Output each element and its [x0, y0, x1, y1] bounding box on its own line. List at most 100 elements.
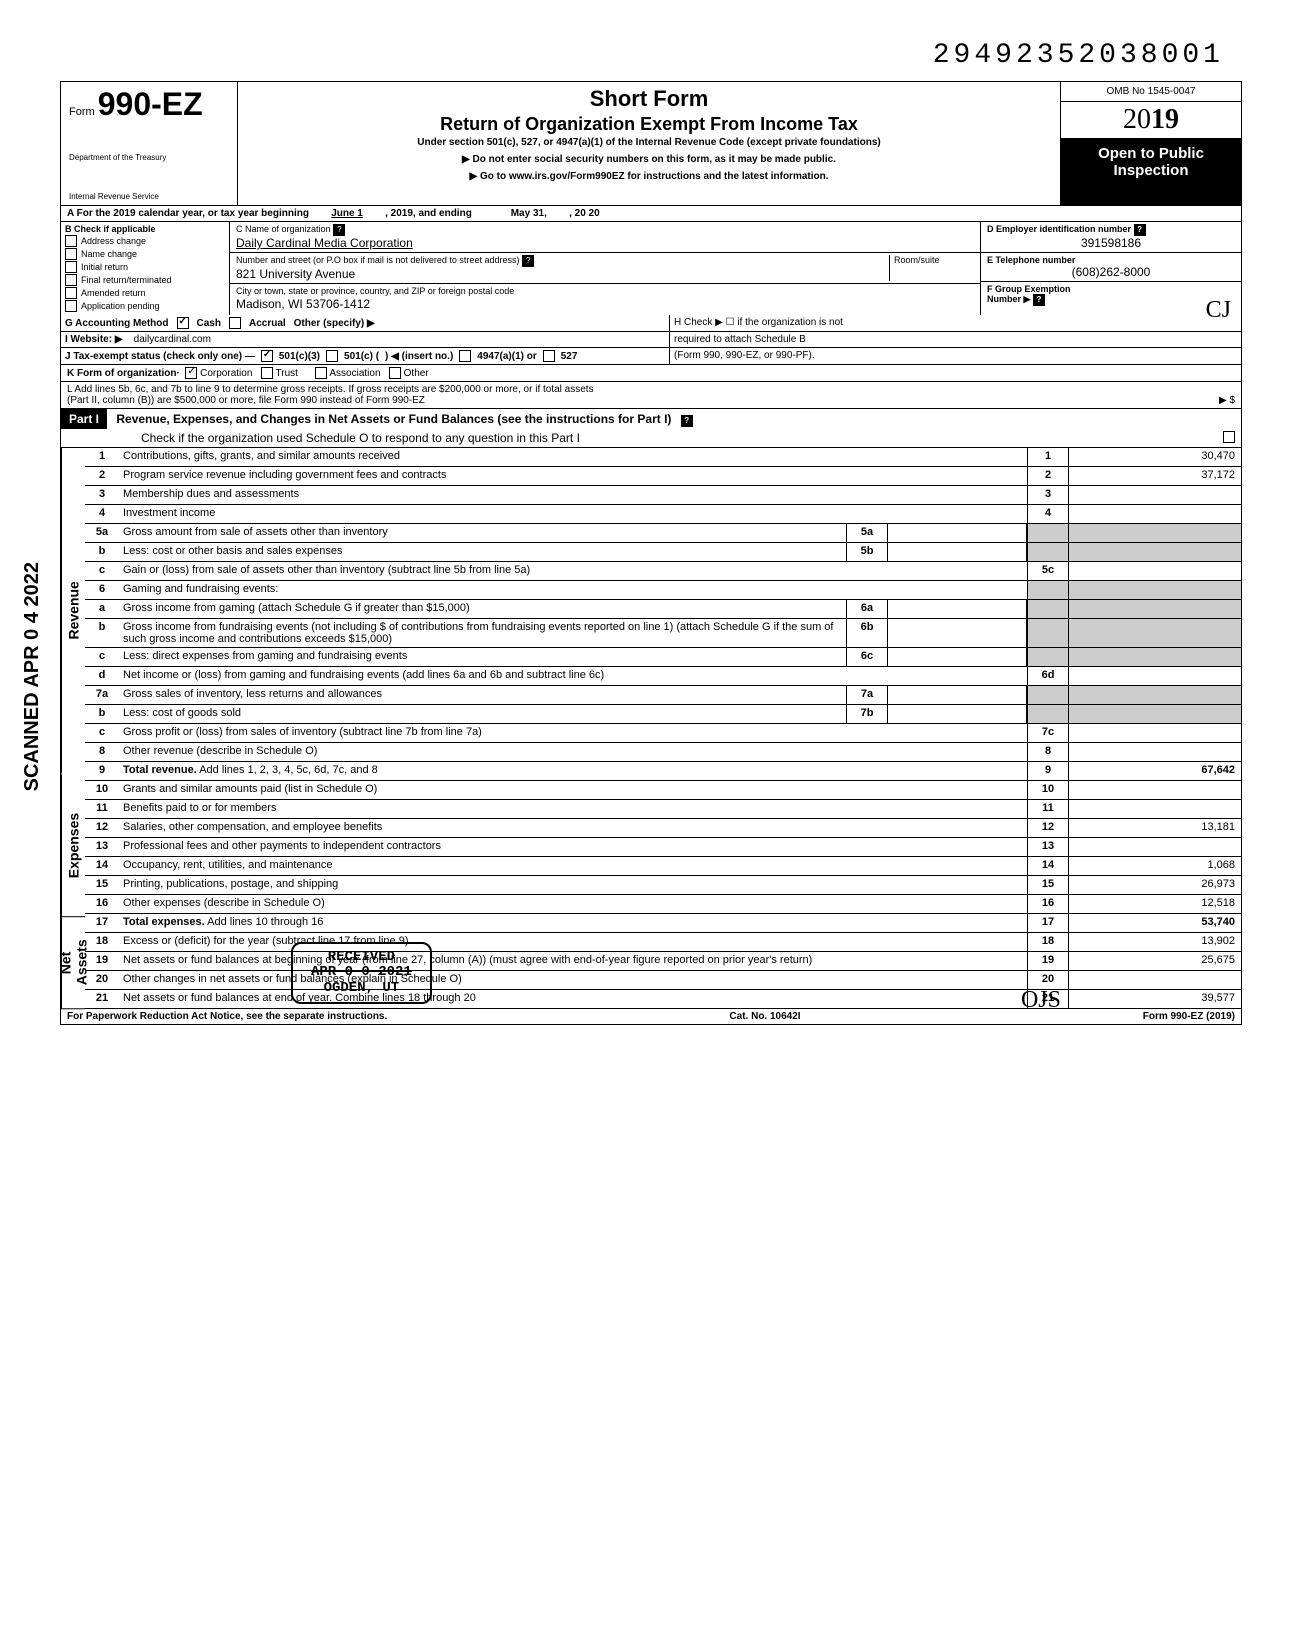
form-number: 990-EZ — [98, 86, 203, 122]
line-text: Membership dues and assessments — [119, 486, 1027, 504]
help-icon[interactable]: ? — [1134, 224, 1146, 236]
lines-column: 1Contributions, gifts, grants, and simil… — [85, 448, 1241, 1009]
cb-trust[interactable] — [261, 367, 273, 379]
right-val: 13,902 — [1068, 933, 1241, 951]
form-page: SCANNED APR 0 4 2022 Form 990-EZ Departm… — [60, 81, 1242, 1025]
right-val — [1068, 743, 1241, 761]
cb-schedule-o[interactable] — [1223, 431, 1235, 443]
right-val — [1068, 781, 1241, 799]
grp-label: F Group Exemption — [987, 284, 1071, 294]
c-name-label: C Name of organization — [236, 224, 331, 234]
right-num: 4 — [1027, 505, 1068, 523]
cb-name-change[interactable]: Name change — [65, 248, 225, 260]
mid-val — [888, 619, 1027, 647]
line-14: 14Occupancy, rent, utilities, and mainte… — [85, 857, 1241, 876]
line-num: 17 — [85, 914, 119, 932]
section-def: D Employer identification number ? 39159… — [980, 222, 1241, 315]
line-b: bGross income from fundraising events (n… — [85, 619, 1241, 648]
cb-amended[interactable]: Amended return — [65, 287, 225, 299]
right-val — [1068, 705, 1241, 723]
line-num: 3 — [85, 486, 119, 504]
help-icon[interactable]: ? — [522, 255, 534, 267]
line-8: 8Other revenue (describe in Schedule O)8 — [85, 743, 1241, 762]
subtitle: Under section 501(c), 527, or 4947(a)(1)… — [248, 137, 1050, 148]
cb-assoc[interactable] — [315, 367, 327, 379]
footer-row: For Paperwork Reduction Act Notice, see … — [61, 1009, 1241, 1024]
cb-corp[interactable] — [185, 367, 197, 379]
line-text: Less: direct expenses from gaming and fu… — [119, 648, 846, 666]
line-5a: 5aGross amount from sale of assets other… — [85, 524, 1241, 543]
mid-val — [888, 705, 1027, 723]
cb-other-org[interactable] — [389, 367, 401, 379]
help-icon[interactable]: ? — [1033, 294, 1045, 306]
other-label: Other (specify) ▶ — [294, 318, 375, 329]
right-num: 3 — [1027, 486, 1068, 504]
right-num — [1027, 705, 1068, 723]
right-num: 8 — [1027, 743, 1068, 761]
right-num: 7c — [1027, 724, 1068, 742]
help-icon[interactable]: ? — [681, 415, 693, 427]
cb-initial-return[interactable]: Initial return — [65, 261, 225, 273]
other-org-label: Other — [404, 368, 429, 379]
527-label: 527 — [561, 351, 578, 362]
line-num: 5a — [85, 524, 119, 542]
line-num: 15 — [85, 876, 119, 894]
cb-app-pending[interactable]: Application pending — [65, 300, 225, 312]
line-16: 16Other expenses (describe in Schedule O… — [85, 895, 1241, 914]
section-b: B Check if applicable Address change Nam… — [61, 222, 230, 315]
line-17: 17Total expenses. Add lines 10 through 1… — [85, 914, 1241, 933]
line-12: 12Salaries, other compensation, and empl… — [85, 819, 1241, 838]
netassets-label: Net Assets — [61, 917, 85, 1009]
cb-501c3[interactable] — [261, 350, 273, 362]
right-val — [1068, 505, 1241, 523]
line-num: a — [85, 600, 119, 618]
line-a-prefix: A For the 2019 calendar year, or tax yea… — [67, 208, 309, 219]
cb-4947[interactable] — [459, 350, 471, 362]
right-val — [1068, 619, 1241, 647]
right-num — [1027, 686, 1068, 704]
right-val — [1068, 686, 1241, 704]
help-icon[interactable]: ? — [333, 224, 345, 236]
line-h-1: H Check ▶ ☐ if the organization is not — [674, 317, 1237, 328]
line-text: Salaries, other compensation, and employ… — [119, 819, 1027, 837]
line-text: Occupancy, rent, utilities, and maintena… — [119, 857, 1027, 875]
line-num: d — [85, 667, 119, 685]
mid-val — [888, 600, 1027, 618]
line-num: 9 — [85, 762, 119, 780]
line-num: 2 — [85, 467, 119, 485]
line-num: 10 — [85, 781, 119, 799]
right-num: 13 — [1027, 838, 1068, 856]
cb-cash[interactable] — [177, 317, 189, 329]
right-val — [1068, 486, 1241, 504]
line-text: Net assets or fund balances at end of ye… — [119, 990, 1027, 1008]
cb-address-change[interactable]: Address change — [65, 235, 225, 247]
org-city: Madison, WI 53706-1412 — [236, 297, 370, 311]
line-b: bLess: cost of goods sold7b — [85, 705, 1241, 724]
cb-accrual[interactable] — [229, 317, 241, 329]
line-text: Less: cost of goods sold — [119, 705, 846, 723]
right-val: 1,068 — [1068, 857, 1241, 875]
501c3-label: 501(c)(3) — [279, 351, 320, 362]
line-a-begin: June 1 — [331, 208, 363, 219]
line-18: 18Excess or (deficit) for the year (subt… — [85, 933, 1241, 952]
section-bcdef: B Check if applicable Address change Nam… — [61, 222, 1241, 315]
right-num — [1027, 648, 1068, 666]
line-text: Other changes in net assets or fund bala… — [119, 971, 1027, 989]
line-g-label: G Accounting Method — [65, 318, 169, 329]
short-form-title: Short Form — [248, 86, 1050, 112]
cb-final-return[interactable]: Final return/terminated — [65, 274, 225, 286]
line-a-mid: , 2019, and ending — [385, 208, 472, 219]
form-number-cell: Form 990-EZ Department of the Treasury I… — [61, 82, 238, 205]
cb-501c[interactable] — [326, 350, 338, 362]
right-num: 18 — [1027, 933, 1068, 951]
line-l-row: L Add lines 5b, 6c, and 7b to line 9 to … — [61, 382, 1241, 409]
line-num: b — [85, 705, 119, 723]
title-cell: Short Form Return of Organization Exempt… — [238, 82, 1061, 205]
cb-527[interactable] — [543, 350, 555, 362]
line-c: cLess: direct expenses from gaming and f… — [85, 648, 1241, 667]
room-label: Room/suite — [894, 255, 940, 265]
line-num: c — [85, 562, 119, 580]
line-4: 4Investment income4 — [85, 505, 1241, 524]
arrow-line-1: ▶ Do not enter social security numbers o… — [248, 154, 1050, 165]
right-num: 5c — [1027, 562, 1068, 580]
